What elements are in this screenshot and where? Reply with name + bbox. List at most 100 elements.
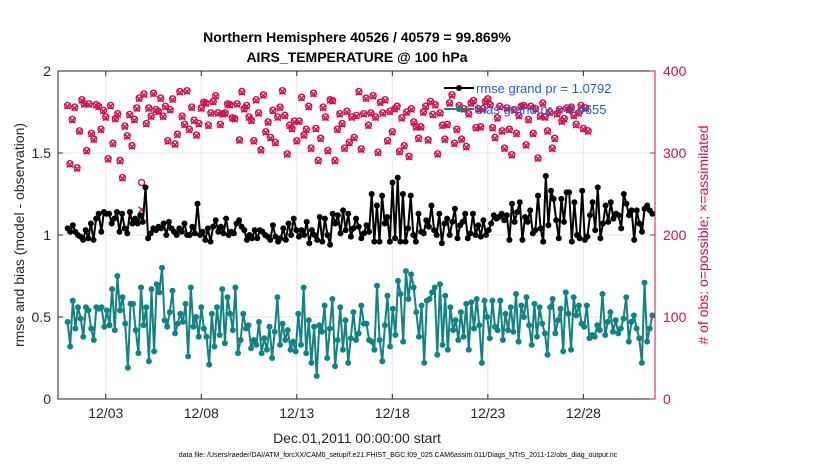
- obs-assimilated-stroke: [78, 97, 86, 105]
- bias-point: [646, 325, 653, 332]
- obs-assimilated-marker: [276, 104, 284, 112]
- bias-point: [573, 312, 580, 319]
- obs-possible-marker: [510, 105, 518, 114]
- bias-point: [384, 292, 391, 299]
- obs-assimilated-stroke: [503, 105, 511, 113]
- rmse-point: [308, 227, 315, 234]
- obs-assimilated-marker: [582, 105, 590, 113]
- rmse-point: [290, 215, 297, 222]
- rmse-point: [633, 207, 640, 214]
- obs-possible-marker: [560, 114, 568, 123]
- bias-point: [596, 327, 603, 334]
- obs-possible-marker: [142, 119, 151, 128]
- obs-assimilated-marker: [102, 114, 110, 122]
- rmse-point: [558, 195, 565, 202]
- obs-possible-marker: [130, 115, 139, 124]
- bias-point: [468, 299, 475, 306]
- obs-assimilated-stroke: [83, 147, 91, 155]
- bias-point: [602, 332, 609, 338]
- rmse-point: [342, 227, 349, 234]
- rmse-point: [139, 218, 146, 225]
- obs-possible-marker: [429, 110, 437, 119]
- obs-possible-marker: [204, 121, 213, 129]
- obs-assimilated-stroke: [252, 97, 260, 105]
- rmse-point: [124, 230, 131, 237]
- obs-possible-marker: [257, 146, 265, 154]
- bias-point: [324, 355, 331, 361]
- obs-possible-marker: [125, 110, 134, 119]
- obs-assimilated-marker: [360, 110, 368, 118]
- obs-possible-marker: [462, 142, 471, 151]
- obs-assimilated-stroke: [477, 124, 485, 132]
- obs-possible-marker: [149, 89, 158, 97]
- obs-assimilated-stroke: [336, 110, 344, 118]
- bias-point: [69, 297, 76, 304]
- rmse-point: [147, 230, 154, 237]
- obs-assimilated-stroke: [130, 116, 138, 124]
- obs-assimilated-marker: [66, 160, 74, 168]
- obs-assimilated-stroke: [331, 157, 339, 165]
- rmse-point: [67, 228, 74, 235]
- obs-possible-marker: [574, 109, 583, 117]
- obs-assimilated-stroke: [434, 151, 442, 159]
- bias-point: [499, 337, 506, 343]
- obs-assimilated-stroke: [207, 110, 215, 118]
- bias-point: [219, 286, 226, 293]
- rmse-point: [210, 223, 217, 230]
- obs-assimilated-marker: [386, 108, 394, 116]
- bias-point: [476, 322, 483, 329]
- obs-assimilated-marker: [178, 113, 186, 121]
- obs-assimilated-marker: [436, 110, 444, 118]
- bias-point: [103, 307, 110, 314]
- bias-point: [395, 277, 401, 284]
- bias-point: [164, 323, 171, 330]
- rmse-point: [394, 174, 401, 181]
- bias-point: [313, 373, 320, 379]
- bias-point: [486, 335, 493, 342]
- bias-point: [437, 281, 443, 288]
- rmse-point: [324, 232, 331, 238]
- obs-assimilated-marker: [169, 96, 177, 104]
- obs-possible-marker: [426, 97, 435, 106]
- bias-point: [109, 286, 116, 293]
- y-tick-label: 1.5: [32, 145, 52, 161]
- obs-assimilated-marker: [202, 100, 210, 108]
- obs-possible-marker: [321, 113, 330, 121]
- rmse-point: [516, 199, 523, 206]
- rmse-point: [462, 210, 469, 217]
- obs-assimilated-marker: [441, 136, 449, 144]
- bias-point: [274, 294, 281, 301]
- bias-point: [431, 284, 438, 291]
- bias-point: [583, 302, 590, 309]
- bias-point: [114, 273, 121, 279]
- rmse-point: [329, 210, 336, 217]
- obs-assimilated-marker: [164, 138, 172, 146]
- obs-assimilated-stroke: [329, 97, 337, 105]
- bias-point: [161, 317, 168, 324]
- obs-assimilated-stroke: [465, 110, 473, 118]
- obs-possible-marker: [307, 144, 315, 152]
- rmse-point: [433, 232, 440, 238]
- rmse-point: [485, 227, 492, 234]
- bias-point: [193, 314, 200, 320]
- obs-possible-marker: [97, 125, 105, 133]
- bias-point: [295, 310, 302, 317]
- bias-point: [132, 327, 139, 334]
- obs-assimilated-stroke: [379, 110, 387, 118]
- rmse-point: [425, 223, 432, 230]
- obs-assimilated-marker: [348, 114, 356, 122]
- y-right-tick-label: 400: [663, 63, 687, 79]
- obs-assimilated-stroke: [90, 136, 98, 144]
- obs-assimilated-stroke: [64, 102, 72, 110]
- obs-assimilated-stroke: [510, 106, 518, 114]
- bias-point: [316, 322, 323, 329]
- bias-point: [85, 307, 92, 314]
- bias-point: [166, 309, 173, 316]
- obs-assimilated-marker: [527, 103, 535, 111]
- obs-assimilated-stroke: [489, 124, 497, 132]
- obs-assimilated-marker: [140, 91, 148, 99]
- legend: rmse grand pr = 1.0792 bias grand pr = 0…: [444, 81, 612, 117]
- rmse-point: [522, 214, 528, 220]
- rmse-point: [454, 235, 461, 242]
- rmse-point: [280, 225, 287, 232]
